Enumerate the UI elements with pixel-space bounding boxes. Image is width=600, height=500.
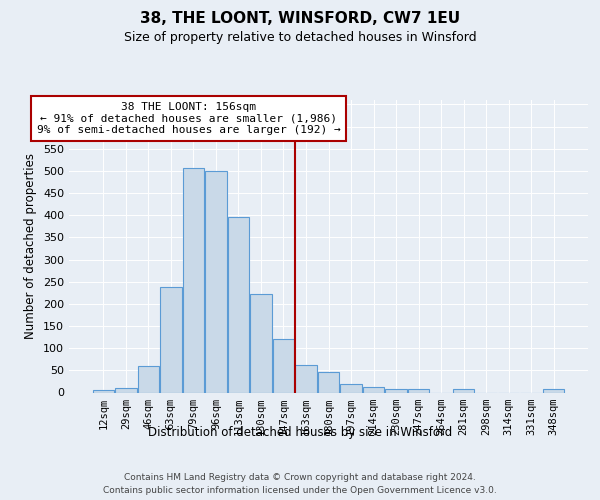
Text: Contains public sector information licensed under the Open Government Licence v3: Contains public sector information licen… [103, 486, 497, 495]
Text: 38, THE LOONT, WINSFORD, CW7 1EU: 38, THE LOONT, WINSFORD, CW7 1EU [140, 11, 460, 26]
Bar [273, 340, 294, 392]
Text: 38 THE LOONT: 156sqm
← 91% of detached houses are smaller (1,986)
9% of semi-det: 38 THE LOONT: 156sqm ← 91% of detached h… [37, 102, 341, 135]
Bar [363, 387, 384, 392]
Bar [92, 390, 114, 392]
Bar [228, 216, 249, 392]
Bar [543, 390, 565, 392]
Text: Distribution of detached houses by size in Winsford: Distribution of detached houses by size … [148, 426, 452, 439]
Bar [182, 168, 204, 392]
Bar [295, 365, 317, 392]
Bar [205, 171, 227, 392]
Bar [160, 287, 182, 393]
Bar [318, 372, 339, 392]
Bar [385, 389, 407, 392]
Bar [453, 390, 475, 392]
Text: Size of property relative to detached houses in Winsford: Size of property relative to detached ho… [124, 31, 476, 44]
Bar [115, 388, 137, 392]
Bar [137, 366, 159, 392]
Y-axis label: Number of detached properties: Number of detached properties [25, 153, 37, 340]
Bar [340, 384, 362, 392]
Bar [408, 389, 429, 392]
Bar [250, 294, 272, 392]
Text: Contains HM Land Registry data © Crown copyright and database right 2024.: Contains HM Land Registry data © Crown c… [124, 472, 476, 482]
